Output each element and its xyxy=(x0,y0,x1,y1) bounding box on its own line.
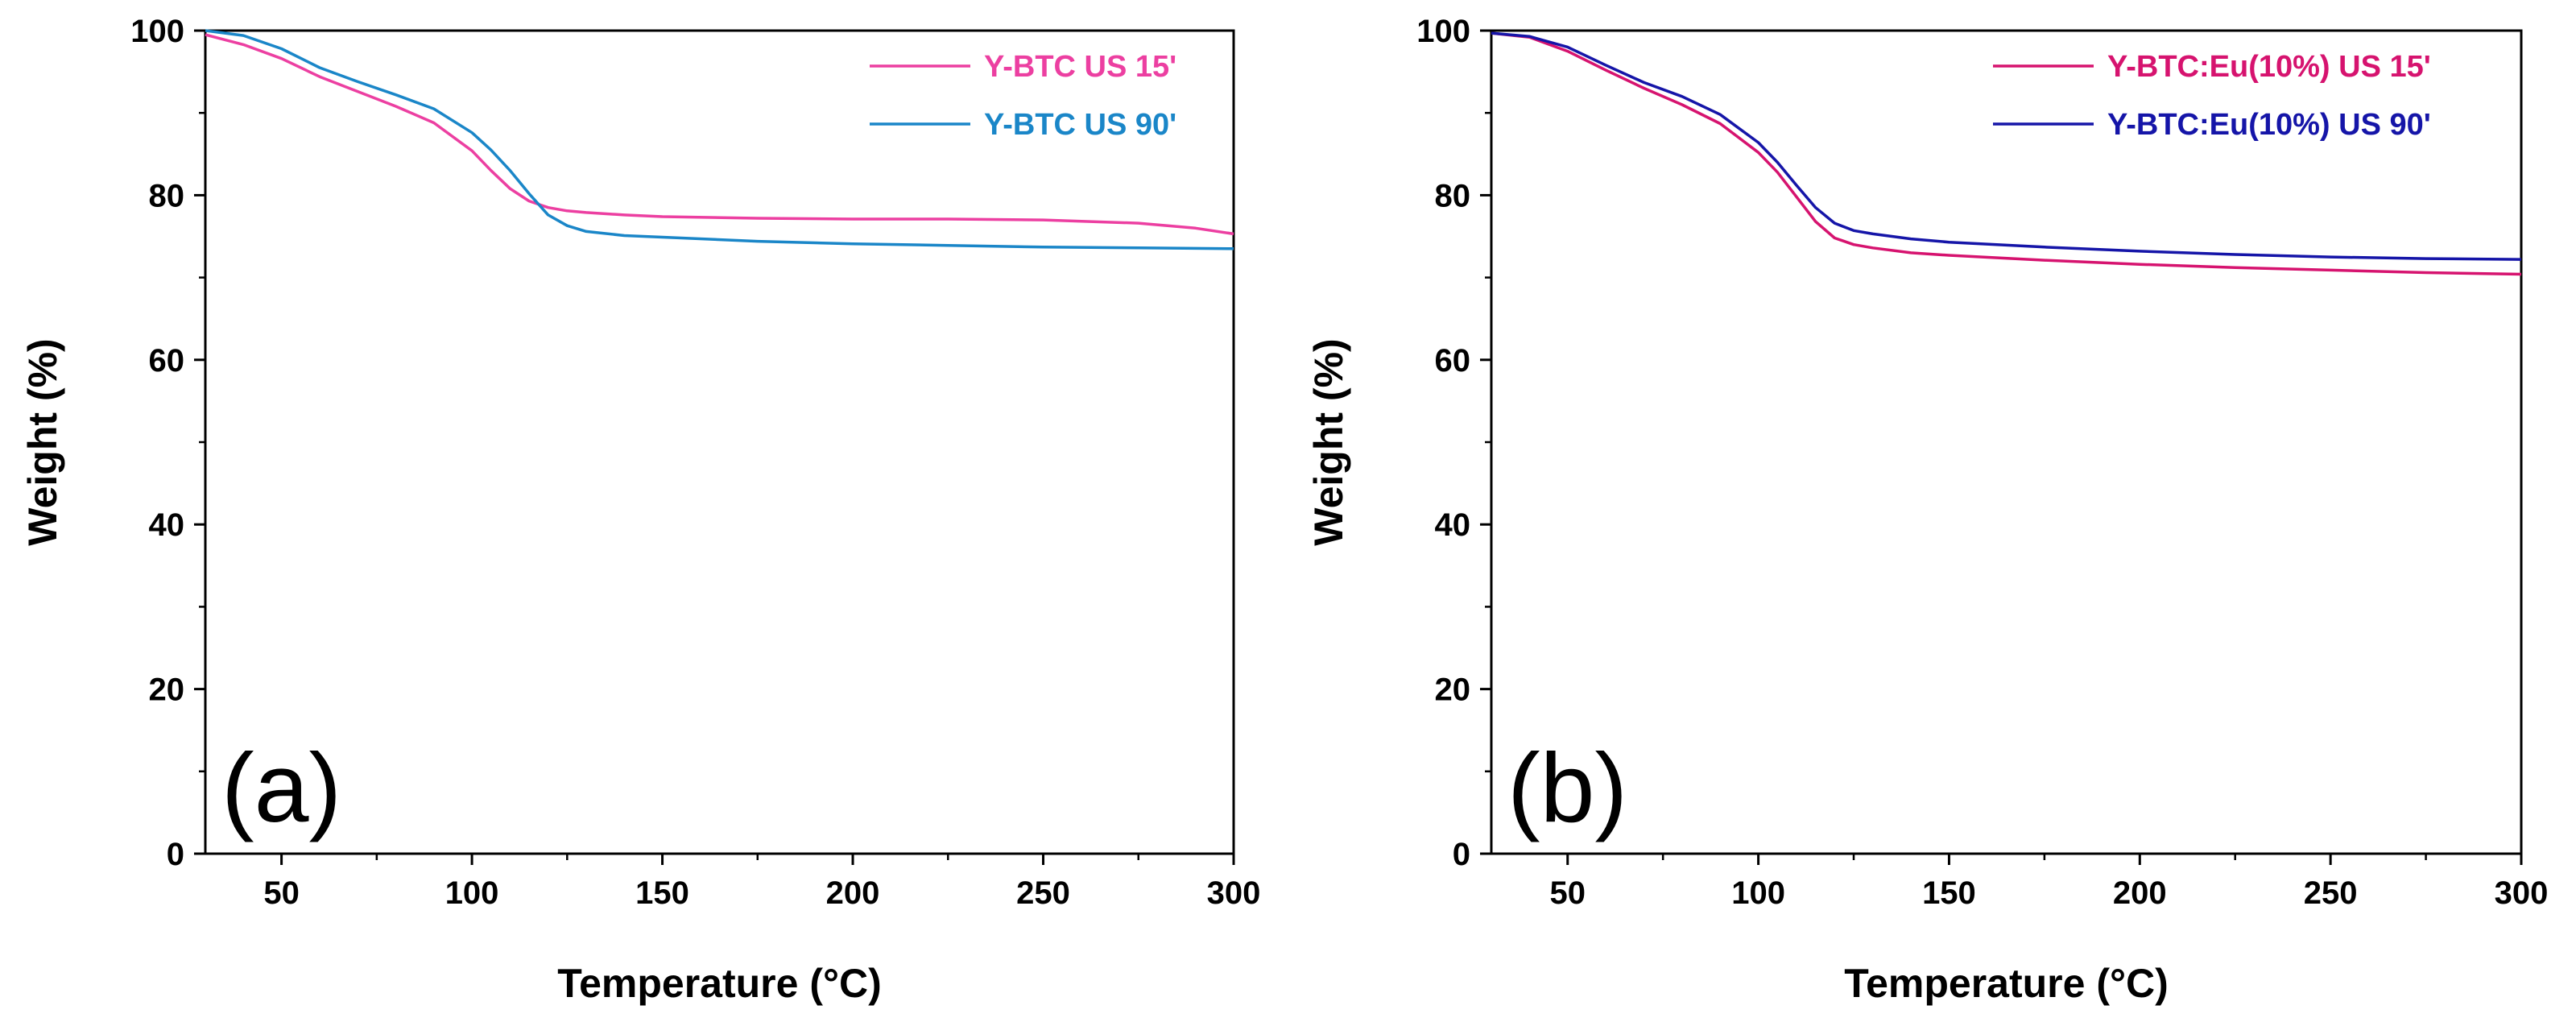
y-tick-label: 60 xyxy=(149,343,185,379)
x-tick-label: 150 xyxy=(635,875,689,911)
y-tick-label: 100 xyxy=(130,14,184,49)
y-tick-label: 80 xyxy=(149,178,185,213)
y-tick-label: 80 xyxy=(1435,178,1471,213)
x-tick-label: 50 xyxy=(1549,875,1586,911)
x-axis-title: Temperature (°C) xyxy=(1844,961,2168,1006)
series-line xyxy=(205,33,1234,236)
legend-label: Y-BTC US 15' xyxy=(984,50,1176,84)
legend-label: Y-BTC:Eu(10%) US 90' xyxy=(2107,108,2431,142)
x-tick-label: 100 xyxy=(445,875,499,911)
y-tick-label: 60 xyxy=(1435,343,1471,379)
x-tick-label: 250 xyxy=(1016,875,1070,911)
series-line xyxy=(1491,31,2522,276)
panel-b: 50 100 150 200 250 300 0 20 40 60 80 100 Temperature… xyxy=(1306,14,2548,1006)
y-tick-label: 100 xyxy=(1416,14,1470,49)
panel-a: 50 100 150 200 250 300 0 20 40 60 80 100 Temperature… xyxy=(20,14,1260,1006)
plot-frame xyxy=(204,29,1235,855)
panel-label: (a) xyxy=(221,733,341,842)
legend-label: Y-BTC US 90' xyxy=(984,108,1176,142)
x-tick-label: 100 xyxy=(1731,875,1785,911)
x-tick-label: 50 xyxy=(263,875,300,911)
series-line xyxy=(1491,31,2522,261)
y-tick-label: 0 xyxy=(1453,837,1470,872)
x-tick-label: 200 xyxy=(2113,875,2167,911)
x-tick-label: 150 xyxy=(1922,875,1976,911)
y-axis-title: Weight (%) xyxy=(20,338,65,545)
x-tick-label: 300 xyxy=(2495,875,2549,911)
y-tick-label: 40 xyxy=(1435,507,1471,543)
legend-label: Y-BTC:Eu(10%) US 15' xyxy=(2107,50,2431,84)
y-tick-label: 20 xyxy=(149,672,185,708)
panel-label: (b) xyxy=(1507,733,1627,842)
y-tick-label: 40 xyxy=(149,507,185,543)
x-axis-title: Temperature (°C) xyxy=(557,961,881,1006)
y-tick-label: 20 xyxy=(1435,672,1471,708)
y-tick-label: 0 xyxy=(167,837,184,872)
x-tick-label: 250 xyxy=(2304,875,2358,911)
y-axis-title: Weight (%) xyxy=(1306,338,1351,545)
plot-frame xyxy=(1490,29,2523,855)
x-tick-label: 200 xyxy=(826,875,880,911)
series-line xyxy=(205,29,1234,250)
x-tick-label: 300 xyxy=(1207,875,1261,911)
